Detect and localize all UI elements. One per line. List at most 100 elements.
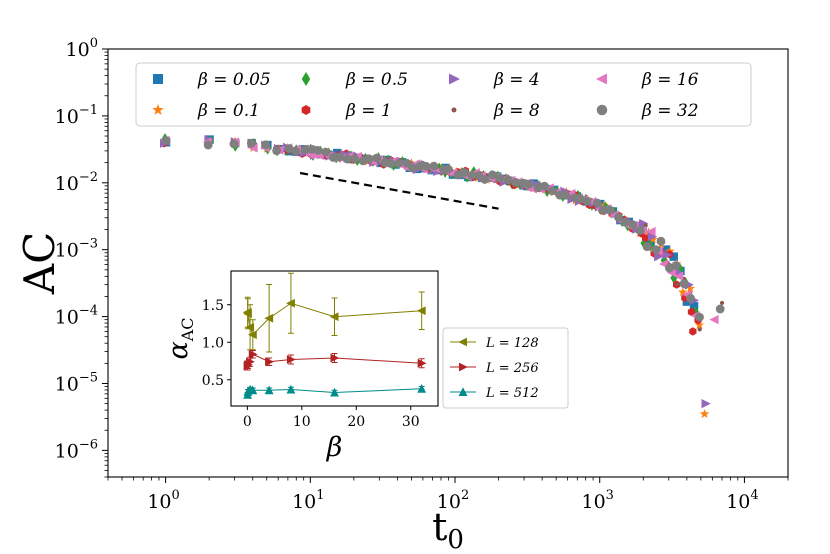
inset-axes-frame [230, 270, 439, 407]
data-point [697, 327, 702, 332]
inset-series-3 [243, 383, 427, 399]
data-point [511, 178, 521, 187]
y-tick-base: 10 [55, 240, 79, 262]
inset-plot: 0 10 20 30 0.5 1.0 1.5 β αAC L = 128 L = 256 L = 51… [163, 270, 569, 463]
data-point [648, 234, 658, 244]
y-tick-exp: −5 [79, 370, 98, 385]
series-8-points [161, 136, 704, 322]
tail-point [699, 408, 710, 419]
data-point [394, 158, 403, 168]
data-point [313, 145, 323, 155]
data-point [662, 250, 673, 260]
legend-marker [451, 107, 457, 113]
data-point [328, 153, 338, 162]
inset-data-point [248, 385, 258, 395]
data-point [656, 236, 666, 246]
data-point [642, 242, 652, 252]
data-point [628, 220, 638, 230]
inset-series-1 [242, 272, 426, 353]
y-tick-exp: −1 [79, 103, 98, 118]
data-point [372, 153, 382, 163]
inset-legend-marker [458, 387, 468, 396]
x-tick-base: 10 [437, 491, 461, 513]
data-point [678, 287, 688, 297]
legend-label: β = 0.05 [197, 70, 271, 90]
data-point [643, 223, 648, 228]
x-tick-base: 10 [726, 491, 750, 513]
y-axis-label: AC [15, 232, 64, 295]
x-tick-label: 101 [292, 488, 324, 513]
legend-marker [153, 74, 163, 84]
data-point [443, 164, 453, 174]
data-point [321, 147, 331, 157]
data-point [408, 163, 417, 173]
y-tick-label: 10−4 [55, 304, 98, 329]
data-point [561, 190, 571, 200]
data-point [480, 174, 490, 184]
data-point [333, 148, 342, 158]
y-tick-exp: −6 [79, 437, 98, 452]
x-axis-label-sub: 0 [447, 525, 464, 554]
legend-label: β = 4 [493, 70, 540, 90]
inset-data-point [329, 312, 339, 322]
inset-y-label-main: α [163, 341, 194, 359]
data-point [415, 161, 425, 171]
x-tick-exp: 2 [461, 488, 469, 503]
y-tick-base: 10 [55, 373, 79, 395]
inset-data-point [247, 330, 257, 340]
data-point [666, 268, 677, 278]
data-point [161, 136, 171, 145]
data-point [679, 279, 689, 289]
x-tick-base: 10 [147, 491, 171, 513]
data-point [284, 144, 294, 153]
x-tick-label: 100 [147, 488, 179, 513]
data-point [695, 312, 704, 322]
x-tick-exp: 1 [316, 488, 324, 503]
x-tick-exp: 3 [606, 488, 614, 503]
data-point [350, 154, 359, 164]
data-point [674, 281, 680, 287]
legend-marker [596, 73, 607, 85]
inset-x-tick-label: 30 [402, 414, 420, 430]
data-point [689, 302, 699, 311]
inset-x-tick-label: 20 [347, 414, 365, 430]
legend-label: β = 8 [493, 101, 540, 121]
x-tick-base: 10 [581, 491, 605, 513]
data-point [642, 233, 650, 243]
data-point [342, 154, 352, 164]
x-tick-exp: 0 [172, 488, 180, 503]
data-point [651, 245, 661, 255]
data-point [524, 179, 534, 189]
data-point [575, 194, 585, 203]
data-point [300, 145, 310, 154]
data-point [429, 161, 439, 171]
y-tick-exp: 0 [90, 36, 98, 51]
inset-legend-box [442, 327, 569, 409]
data-point [229, 139, 239, 149]
data-point [495, 173, 505, 183]
tail-point [701, 399, 711, 409]
inset-data-point [265, 357, 274, 367]
data-point [620, 217, 630, 227]
data-point [647, 232, 658, 242]
x-tick-label: 102 [437, 488, 469, 513]
inset-data-point [264, 385, 274, 395]
inset-y-label-sub: AC [178, 317, 197, 342]
main-plot: 100 101 102 103 10410010−110−210−310−410−510… [15, 36, 789, 554]
inset-data-point [286, 355, 296, 364]
inset-legend-marker [458, 337, 467, 347]
x-axis-label: t0 [432, 505, 464, 554]
tail-point [709, 315, 719, 325]
legend-marker [596, 104, 608, 116]
y-tick-base: 10 [66, 39, 90, 61]
inset-data-point [416, 306, 426, 316]
inset-y-axis-label: αAC [163, 317, 197, 359]
legend-marker [301, 105, 311, 115]
inset-data-point [248, 349, 258, 359]
y-tick-exp: −3 [79, 237, 98, 252]
data-point [503, 175, 513, 185]
reference-dashed-line [299, 171, 499, 210]
y-tick-label: 10−6 [55, 437, 98, 462]
inset-y-tick-label: 1.0 [202, 335, 224, 351]
